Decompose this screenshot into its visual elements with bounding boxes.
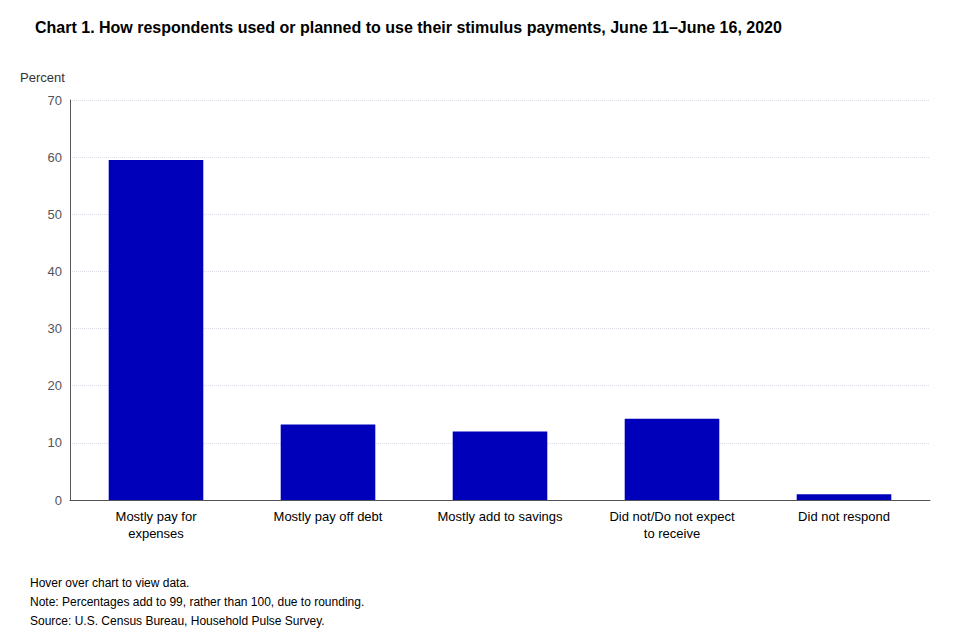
svg-text:Source: U.S. Census Bureau, Ho: Source: U.S. Census Bureau, Household Pu… (30, 614, 325, 628)
svg-text:Percent: Percent (20, 70, 65, 85)
svg-text:Mostly pay off debt: Mostly pay off debt (274, 509, 383, 524)
svg-text:30: 30 (48, 321, 62, 336)
svg-text:Did not/Do not expect: Did not/Do not expect (609, 509, 734, 524)
svg-text:Mostly add to savings: Mostly add to savings (437, 509, 563, 524)
svg-text:Chart 1. How respondents used: Chart 1. How respondents used or planned… (35, 19, 782, 36)
svg-text:20: 20 (48, 378, 62, 393)
svg-text:70: 70 (48, 93, 62, 108)
svg-text:60: 60 (48, 150, 62, 165)
svg-text:10: 10 (48, 435, 62, 450)
svg-text:50: 50 (48, 207, 62, 222)
svg-text:0: 0 (55, 493, 62, 508)
svg-text:to receive: to receive (644, 526, 700, 541)
svg-text:Note: Percentages add to 99, r: Note: Percentages add to 99, rather than… (30, 595, 364, 609)
svg-text:Did not respond: Did not respond (798, 509, 890, 524)
svg-text:Mostly pay for: Mostly pay for (116, 509, 198, 524)
svg-text:Hover over chart to view data.: Hover over chart to view data. (30, 576, 189, 590)
svg-text:40: 40 (48, 264, 62, 279)
svg-text:expenses: expenses (128, 526, 184, 541)
